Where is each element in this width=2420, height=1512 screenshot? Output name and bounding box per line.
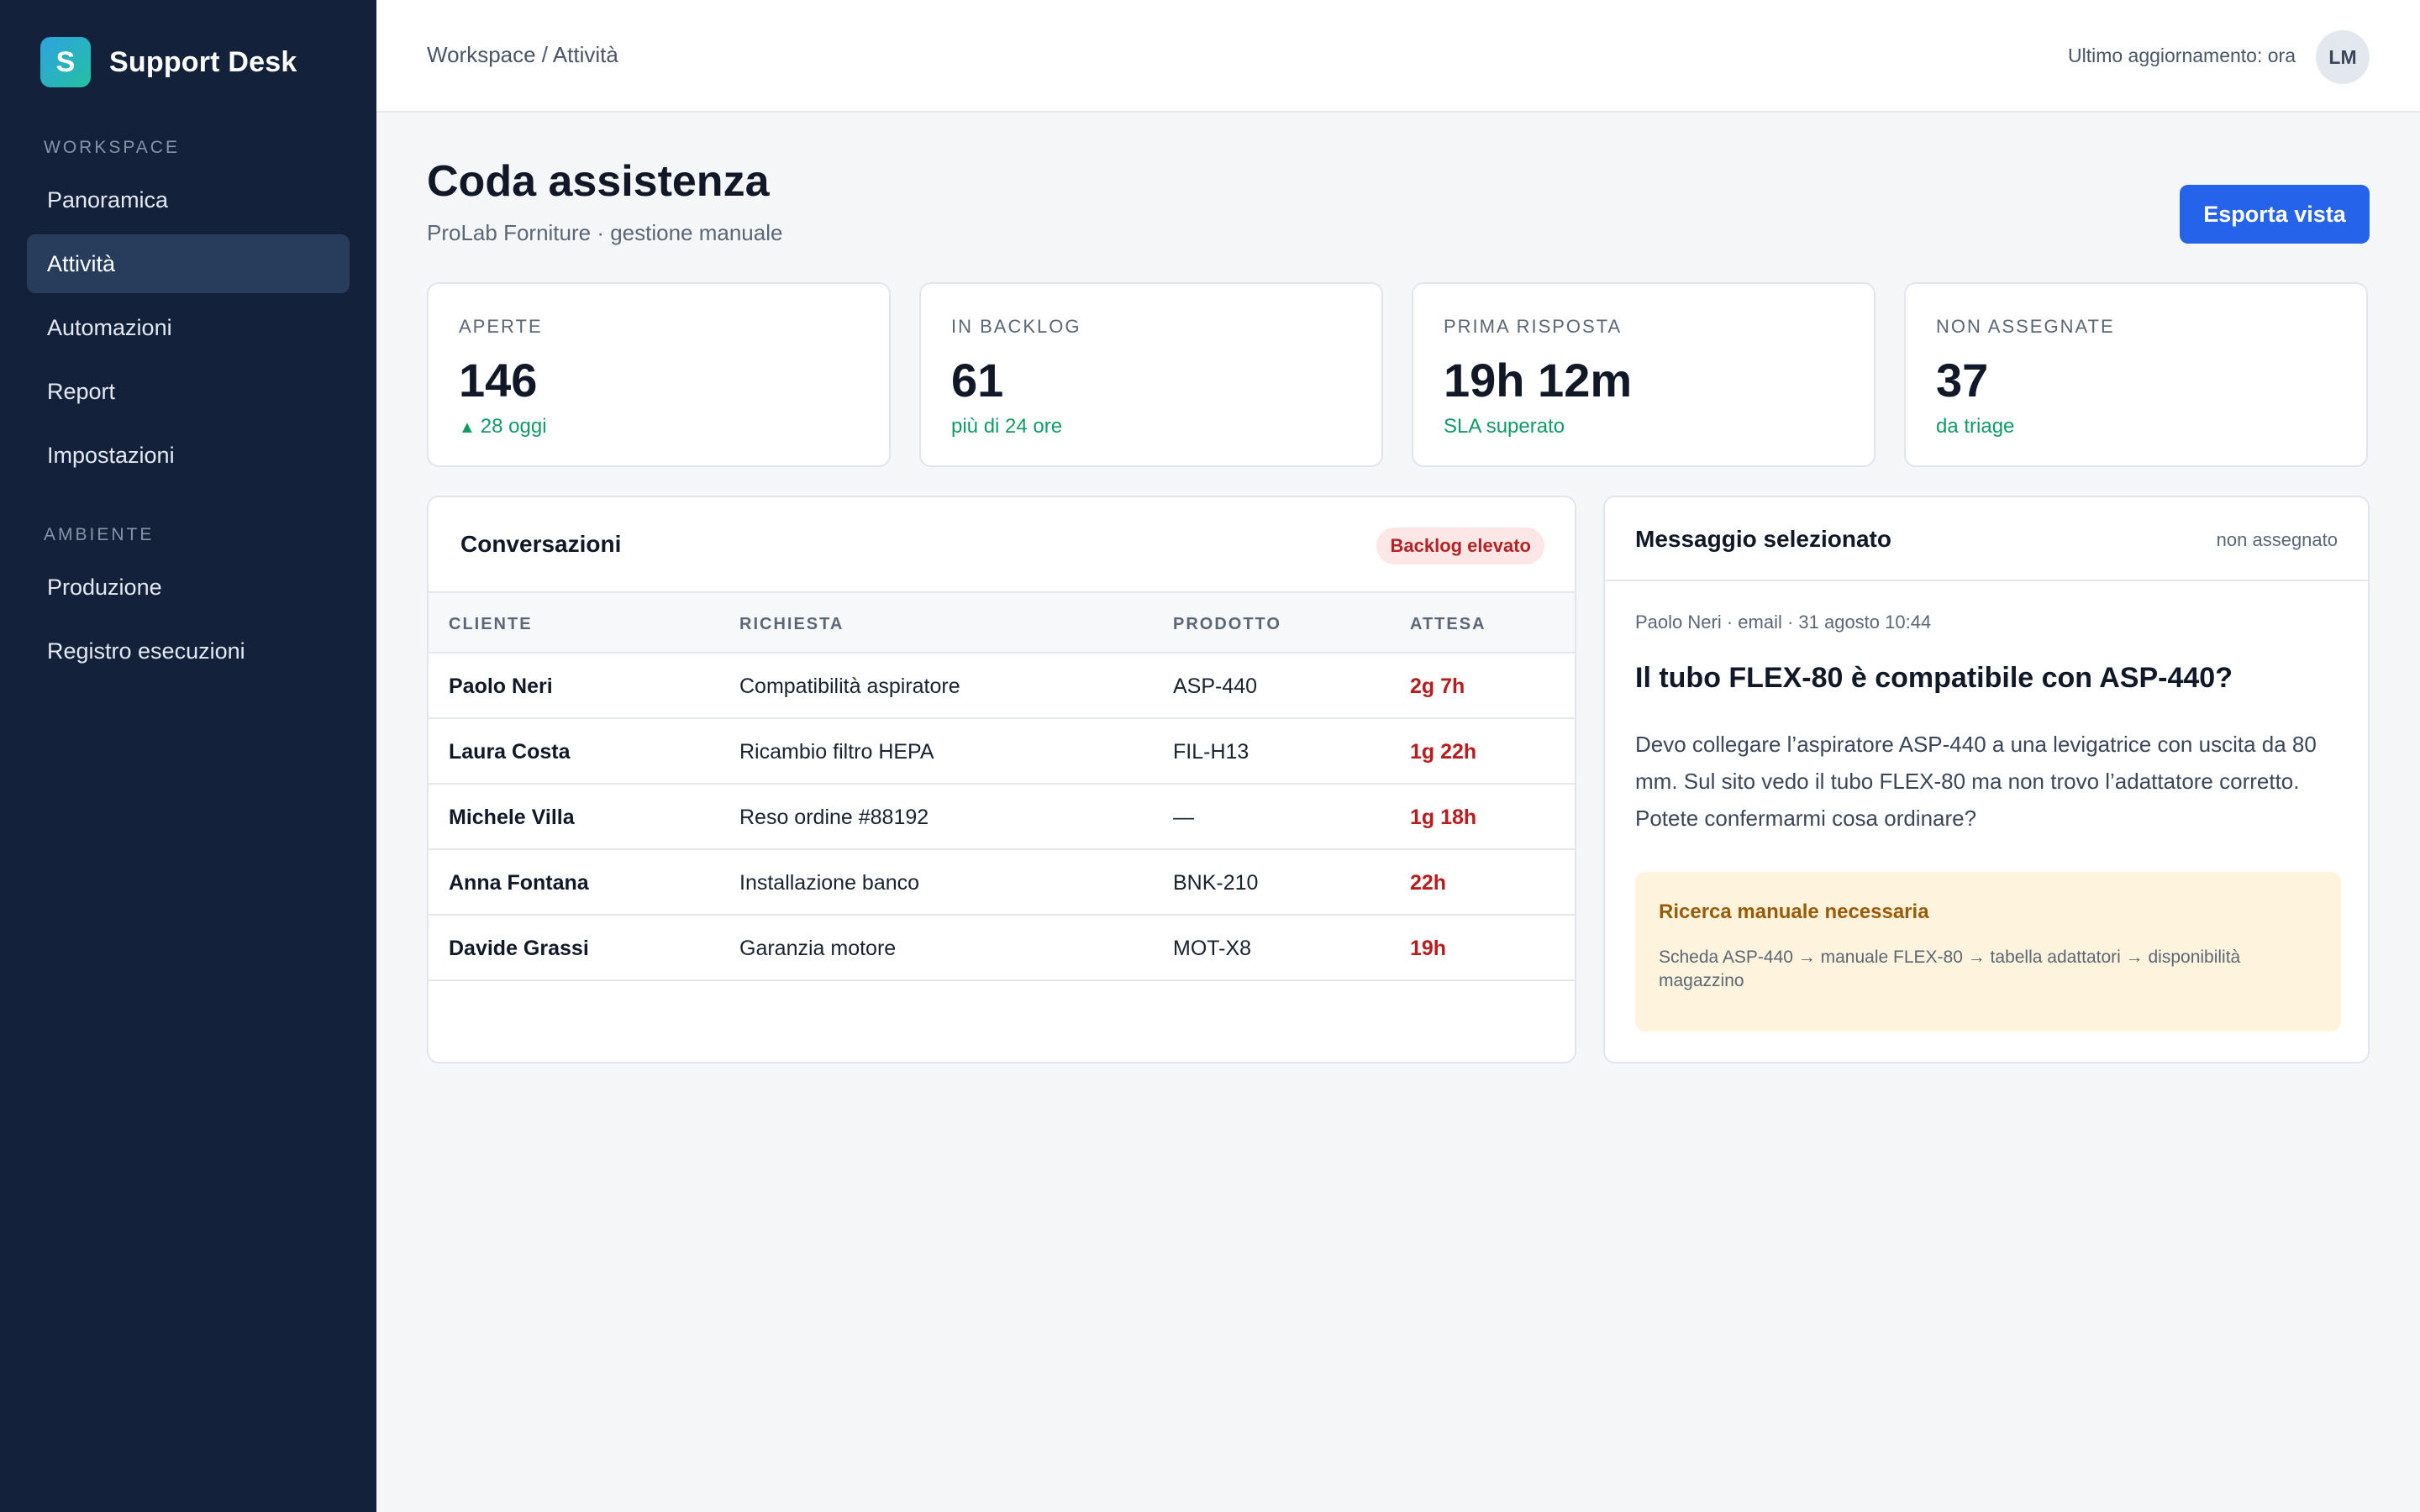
message-meta: Paolo Neri · email · 31 agosto 10:44 (1635, 612, 1932, 633)
kpi-card-non-assegnate: NON ASSEGNATE 37 da triage (1904, 282, 2368, 467)
kpi-note: da triage (1936, 415, 2015, 438)
table-row[interactable]: Laura Costa Ricambio filtro HEPA FIL-H13… (429, 719, 1575, 785)
manual-search-callout: Ricerca manuale necessaria Scheda ASP-44… (1635, 872, 2341, 1032)
conversations-title: Conversazioni (460, 531, 622, 557)
cell-wait: 22h (1410, 871, 1447, 895)
table-row[interactable]: Paolo Neri Compatibilità aspiratore ASP-… (429, 654, 1575, 719)
kpi-note: più di 24 ore (951, 415, 1063, 438)
last-update-text: Ultimo aggiornamento: ora (2067, 45, 2296, 66)
kpi-value: 19h 12m (1444, 354, 1633, 407)
kpi-label: APERTE (459, 316, 543, 337)
cell-product: FIL-H13 (1173, 740, 1249, 764)
kpi-card-backlog: IN BACKLOG 61 più di 24 ore (919, 282, 1383, 467)
conversations-panel: Conversazioni Backlog elevato CLIENTE RI… (427, 496, 1576, 1063)
kpi-card-prima-risposta: PRIMA RISPOSTA 19h 12m SLA superato (1412, 282, 1876, 467)
sidebar-item-report[interactable]: Report (47, 378, 116, 404)
cell-request: Compatibilità aspiratore (739, 675, 960, 698)
cell-product: — (1173, 806, 1194, 829)
cell-wait: 2g 7h (1410, 675, 1465, 698)
message-subject: Il tubo FLEX-80 è compatibile con ASP-44… (1635, 662, 2233, 694)
kpi-note-text: 28 oggi (480, 415, 547, 438)
callout-title: Ricerca manuale necessaria (1659, 900, 1929, 923)
assignment-status: non assegnato (2216, 529, 2338, 550)
sidebar-item-panoramica[interactable]: Panoramica (47, 186, 169, 213)
sidebar-item-impostazioni[interactable]: Impostazioni (47, 442, 175, 468)
cell-product: BNK-210 (1173, 871, 1259, 895)
brand-logo-icon: S (40, 37, 91, 87)
table-row[interactable]: Davide Grassi Garanzia motore MOT-X8 19h (429, 916, 1575, 981)
kpi-value: 61 (951, 354, 1004, 407)
topbar: Workspace / Attività Ultimo aggiornament… (376, 0, 2420, 113)
cell-wait: 1g 22h (1410, 740, 1477, 764)
page-subtitle: ProLab Forniture · gestione manuale (427, 220, 783, 245)
column-header-cliente[interactable]: CLIENTE (449, 615, 533, 633)
sidebar-item-registro-esecuzioni[interactable]: Registro esecuzioni (47, 638, 245, 664)
sidebar-item-attivita[interactable]: Attività (27, 234, 350, 293)
sidebar-item-produzione[interactable]: Produzione (47, 574, 162, 600)
kpi-card-aperte: APERTE 146 ▲ 28 oggi (427, 282, 891, 467)
cell-customer: Davide Grassi (449, 937, 589, 960)
kpi-note: SLA superato (1444, 415, 1565, 438)
message-panel-title: Messaggio selezionato (1635, 526, 1891, 552)
sidebar-item-automazioni[interactable]: Automazioni (47, 314, 172, 340)
table-header: CLIENTE RICHIESTA PRODOTTO ATTESA (429, 591, 1575, 654)
table-row[interactable]: Anna Fontana Installazione banco BNK-210… (429, 850, 1575, 916)
brand-name: Support Desk (109, 45, 297, 78)
kpi-note: ▲ 28 oggi (459, 415, 547, 438)
nav-section-workspace: WORKSPACE (44, 138, 180, 157)
cell-customer: Anna Fontana (449, 871, 589, 895)
brand[interactable]: S Support Desk (40, 37, 297, 87)
message-body: Devo collegare l’aspiratore ASP-440 a un… (1635, 732, 2317, 831)
cell-customer: Laura Costa (449, 740, 571, 764)
divider (1605, 580, 2368, 581)
column-header-prodotto[interactable]: PRODOTTO (1173, 615, 1281, 633)
kpi-value: 37 (1936, 354, 1989, 407)
cell-request: Garanzia motore (739, 937, 897, 960)
cell-customer: Paolo Neri (449, 675, 553, 698)
trend-up-icon: ▲ (459, 418, 476, 437)
column-header-richiesta[interactable]: RICHIESTA (739, 615, 844, 633)
avatar[interactable]: LM (2316, 30, 2370, 84)
status-badge: Backlog elevato (1376, 528, 1544, 564)
nav-section-ambiente: AMBIENTE (44, 525, 155, 544)
cell-request: Installazione banco (739, 871, 920, 895)
callout-text: Scheda ASP-440 → manuale FLEX-80 → tabel… (1659, 948, 2241, 990)
table-row[interactable]: Michele Villa Reso ordine #88192 — 1g 18… (429, 785, 1575, 850)
kpi-label: IN BACKLOG (951, 316, 1081, 337)
selected-message-panel: Messaggio selezionato non assegnato Paol… (1603, 496, 2370, 1063)
cell-customer: Michele Villa (449, 806, 575, 829)
kpi-label: NON ASSEGNATE (1936, 316, 2115, 337)
export-view-button[interactable]: Esporta vista (2180, 185, 2370, 244)
cell-request: Ricambio filtro HEPA (739, 740, 934, 764)
kpi-label: PRIMA RISPOSTA (1444, 316, 1623, 337)
breadcrumb[interactable]: Workspace / Attività (427, 42, 618, 67)
page-title: Coda assistenza (427, 157, 770, 206)
cell-request: Reso ordine #88192 (739, 806, 929, 829)
sidebar: S Support Desk WORKSPACE Panoramica Atti… (0, 0, 376, 1512)
cell-product: ASP-440 (1173, 675, 1258, 698)
cell-wait: 1g 18h (1410, 806, 1477, 829)
cell-wait: 19h (1410, 937, 1447, 960)
column-header-attesa[interactable]: ATTESA (1410, 615, 1486, 633)
cell-product: MOT-X8 (1173, 937, 1252, 960)
kpi-value: 146 (459, 354, 538, 407)
